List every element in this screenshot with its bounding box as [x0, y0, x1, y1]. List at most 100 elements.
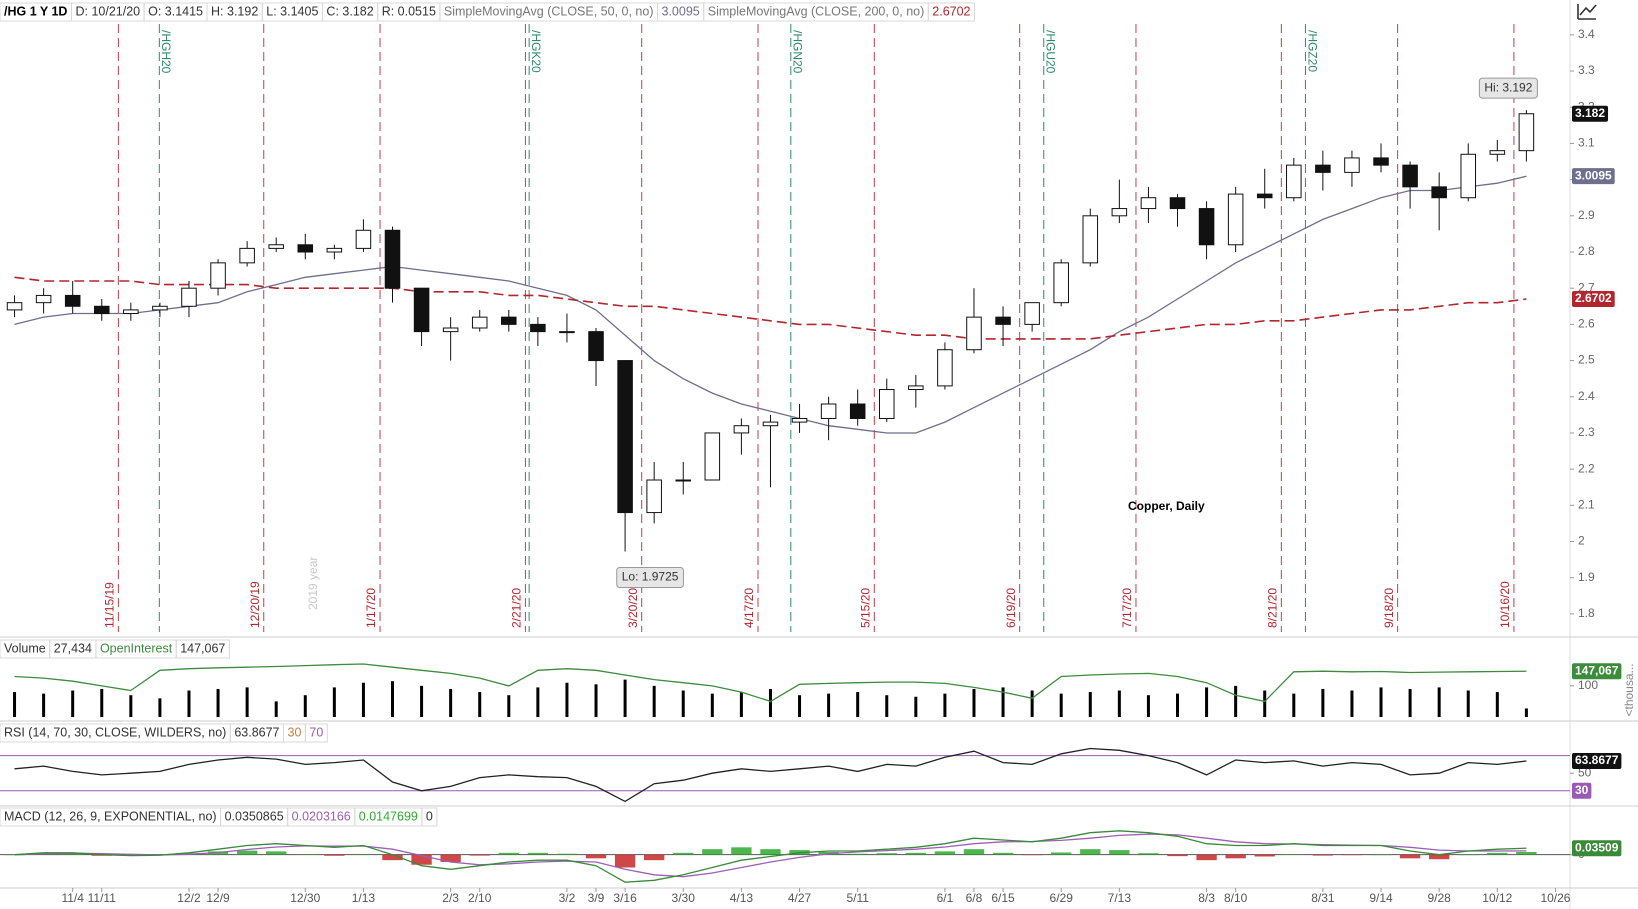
y-tick-label: 2.2 [1578, 461, 1595, 475]
header-item: RSI (14, 70, 30, CLOSE, WILDERS, no) [4, 725, 226, 739]
candle-body [849, 403, 866, 419]
volume-bar [1176, 693, 1179, 717]
rsi-line [14, 747, 1527, 803]
candle-body [1227, 193, 1244, 246]
volume-bar [245, 687, 249, 717]
icon-glyph [1577, 4, 1597, 20]
header-item: D: 10/21/20 [75, 4, 140, 18]
candle-body [1489, 150, 1506, 155]
extreme-label: Lo: 1.9725 [622, 570, 679, 584]
volume-bar [652, 685, 656, 717]
candle-body [1082, 215, 1099, 264]
candle-body [413, 287, 430, 333]
candle-body [1140, 197, 1157, 210]
candle-body [1431, 186, 1447, 199]
candle-body [64, 294, 81, 307]
volume-bar [536, 687, 540, 717]
expiration-label: 2/21/20 [510, 588, 524, 628]
y-tick-label: 3.3 [1578, 63, 1595, 77]
expiration-label: 11/15/19 [103, 582, 117, 628]
header-item: /HG 1 Y 1D [4, 4, 67, 18]
volume-bar [13, 692, 17, 717]
candle-body [704, 432, 721, 481]
price-badge-label: 3.0095 [1575, 168, 1612, 182]
histogram-bar [440, 854, 461, 862]
study-value: 3.0095 [662, 4, 700, 18]
study-name: SimpleMovingAvg (CLOSE, 50, 0, no) [444, 4, 654, 18]
header-cell [304, 723, 328, 743]
volume-bar [1292, 693, 1296, 717]
candle-body [1518, 113, 1535, 152]
volume-bar [827, 693, 831, 717]
histogram-bar [614, 854, 636, 868]
price-badge [1572, 105, 1609, 122]
x-tick-label: 8/10 [1224, 891, 1248, 905]
candle-body [152, 305, 168, 311]
volume-bar [1146, 695, 1150, 717]
histogram-bar [1487, 852, 1508, 855]
header-item: 0.0350865 [225, 809, 284, 823]
volume-bar [623, 679, 627, 717]
price-badge [1572, 782, 1592, 799]
x-tick-label: 5/11 [846, 891, 869, 905]
toolbar-icon[interactable] [1574, 2, 1600, 22]
volume-bar [187, 690, 191, 717]
price-badge [1572, 168, 1615, 185]
x-tick-label: 10/12 [1482, 891, 1512, 905]
candle-body [501, 316, 517, 325]
volume-bar [1379, 687, 1383, 717]
histogram-bar [702, 849, 723, 855]
candle-body [181, 287, 197, 307]
header-item: 0.0147699 [359, 809, 418, 823]
x-tick-label: 3/9 [588, 891, 605, 905]
candle-body [559, 331, 575, 334]
histogram-bar [1341, 854, 1363, 856]
volume-bar [1117, 690, 1121, 717]
x-tick-label: 3/16 [613, 891, 637, 905]
header-cell [927, 2, 976, 22]
histogram-bar [905, 852, 927, 855]
price-badge-label: 63.8677 [1575, 753, 1619, 767]
volume-bar [42, 693, 46, 717]
histogram-bar [236, 850, 258, 855]
volume-bar [507, 695, 511, 717]
volume-bar [594, 684, 598, 717]
histogram-bar [1370, 854, 1392, 856]
candle-body [1169, 197, 1186, 210]
expiration-label: 6/19/20 [1004, 588, 1018, 628]
volume-bar [158, 698, 162, 717]
histogram-bar [1138, 853, 1159, 855]
x-tick-label: 4/13 [730, 891, 754, 905]
volume-bar [478, 692, 482, 717]
candle-body [6, 302, 23, 311]
candle-body [123, 309, 139, 315]
histogram-bar [1428, 854, 1450, 860]
volume-bar [1437, 687, 1441, 717]
histogram-bar [1051, 852, 1072, 855]
macd-average-line [14, 833, 1527, 878]
x-tick-label: 8/31 [1311, 891, 1335, 905]
volume-bar [739, 692, 743, 717]
volume-bar [856, 692, 860, 717]
histogram-bar [353, 854, 374, 855]
header-item: 147,067 [180, 641, 225, 655]
volume-bar [216, 688, 220, 717]
volume-bar [361, 682, 365, 717]
volume-bar [1524, 708, 1528, 717]
volume-bar [274, 701, 278, 717]
volume-bar [391, 681, 394, 717]
histogram-bar [469, 854, 490, 856]
candle-body [791, 417, 808, 423]
histogram-bar [876, 853, 897, 855]
histogram-bar [1312, 854, 1334, 856]
candle-body [1286, 164, 1302, 199]
candle-body [646, 479, 662, 514]
moving-average [14, 175, 1527, 434]
histogram-bar [1167, 854, 1188, 857]
histogram-bar [1021, 854, 1043, 856]
x-tick-label: 11/4 [61, 891, 84, 905]
histogram-bar [556, 853, 578, 855]
contract-roll-label: /HGZ20 [1305, 30, 1319, 72]
y-tick-label: 2.4 [1578, 389, 1595, 403]
